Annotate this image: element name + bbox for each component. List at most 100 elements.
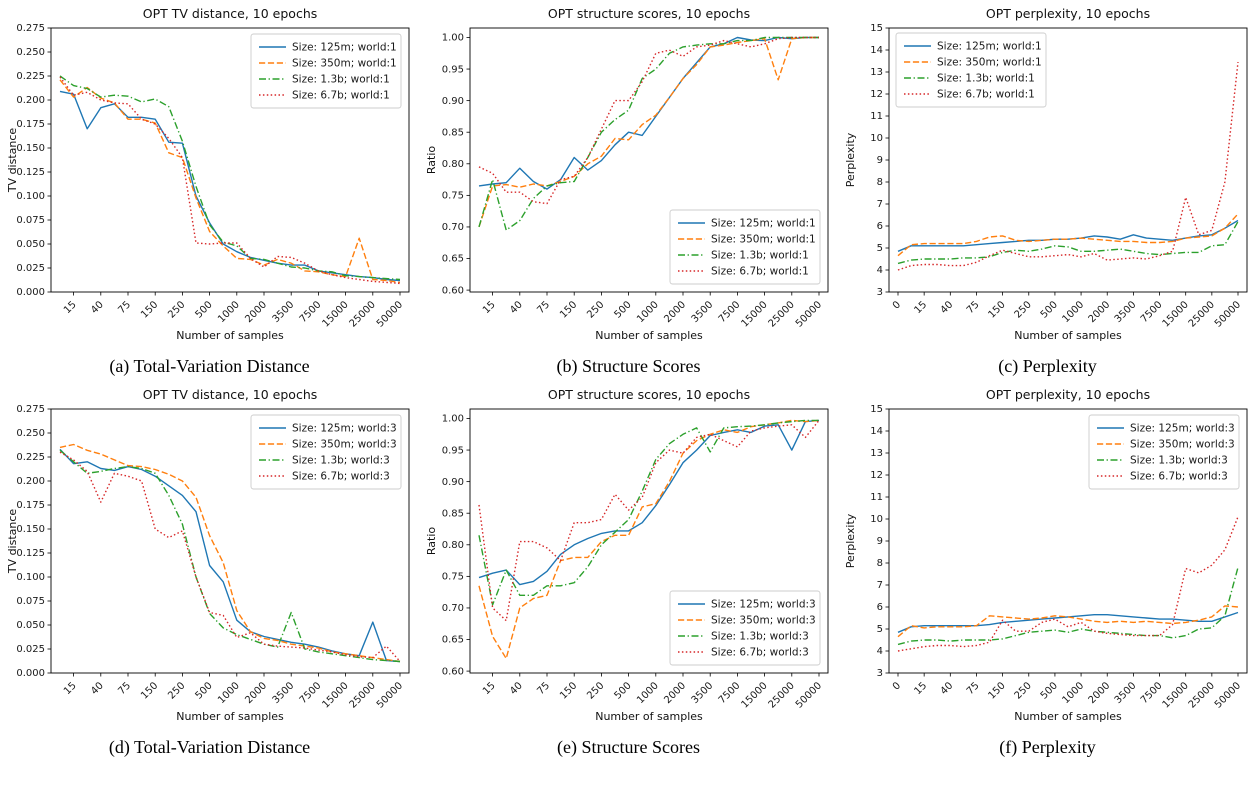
legend-entry-label: Size: 125m; world:1	[937, 41, 1042, 53]
y-tick-label: 14	[870, 426, 883, 437]
legend-entry-label: Size: 1.3b; world:1	[292, 74, 390, 86]
caption-d: (d) Total-Variation Distance	[108, 737, 311, 757]
y-axis-label: Perplexity	[844, 513, 857, 568]
y-tick-label: 0.60	[441, 285, 463, 296]
y-tick-label: 0.70	[441, 603, 463, 614]
series-line-dashed	[897, 605, 1238, 638]
x-tick-label: 15	[61, 680, 78, 697]
x-tick-label: 40	[89, 680, 106, 697]
x-tick-label: 500	[612, 299, 633, 320]
y-tick-label: 0.75	[441, 572, 463, 583]
y-tick-label: 7	[876, 199, 882, 210]
y-tick-label: 11	[870, 111, 883, 122]
x-tick-label: 75	[964, 680, 981, 697]
x-tick-label: 150	[558, 680, 579, 701]
series-line-solid	[478, 419, 819, 586]
legend-entry-label: Size: 350m; world:1	[292, 58, 397, 70]
series-line-dashed	[897, 213, 1239, 257]
y-tick-label: 0.95	[441, 64, 463, 75]
legend-entry-label: Size: 350m; world:1	[937, 57, 1042, 69]
y-tick-label: 10	[870, 133, 883, 144]
legend-entry-label: Size: 125m; world:1	[292, 42, 397, 54]
x-tick-label: 15000	[739, 299, 769, 329]
y-axis: 3 4 5 6 7 8 9 10 11 12 13 14 15	[870, 404, 889, 679]
x-tick-label: 150	[558, 299, 579, 320]
series-line-dashdot	[477, 36, 819, 231]
figure-b: 0.60 0.65 0.70 0.75 0.80 0.85 0.90 0.95 1.00 15 40…	[419, 4, 838, 385]
y-tick-label: 6	[876, 602, 882, 613]
x-tick-label: 1000	[216, 680, 242, 706]
plot-border	[888, 408, 1247, 674]
x-axis-label: Number of samples	[176, 710, 284, 723]
y-tick-label: 0.075	[16, 596, 45, 607]
x-tick-label: 50000	[793, 680, 823, 710]
y-tick-label: 7	[876, 580, 882, 591]
y-tick-label: 3	[876, 668, 882, 679]
y-tick-label: 5	[876, 243, 882, 254]
x-tick-label: 1000	[635, 680, 661, 706]
y-tick-label: 4	[876, 646, 882, 657]
y-tick-label: 0.65	[441, 635, 463, 646]
figure-a: 0.000 0.025 0.050 0.075 0.100 0.125 0.150 0.175…	[0, 4, 419, 385]
y-tick-label: 0.80	[441, 540, 463, 551]
x-tick-label: 50000	[374, 299, 404, 329]
chart-title: OPT structure scores, 10 epochs	[547, 6, 749, 21]
x-tick-label: 25000	[766, 680, 796, 710]
series-line-dotted	[59, 451, 401, 662]
x-tick-label: 75	[535, 299, 552, 316]
y-tick-label: 0.80	[441, 159, 463, 170]
y-tick-label: 0.200	[16, 476, 45, 487]
x-axis: 15 40 75 150 250 500 1000 2000 3500 7500150002500…	[480, 673, 824, 711]
chart-structure-scores-world1: 0.60 0.65 0.70 0.75 0.80 0.85 0.90 0.95 1.00 15 40…	[422, 4, 836, 352]
x-axis-label: Number of samples	[1014, 710, 1122, 723]
x-tick-label: 15	[912, 299, 929, 316]
y-tick-label: 13	[870, 67, 883, 78]
chart-title: OPT perplexity, 10 epochs	[985, 6, 1149, 21]
x-tick-label: 40	[508, 680, 525, 697]
x-tick-label: 250	[585, 299, 606, 320]
legend-entry-label: Size: 1.3b; world:3	[1130, 455, 1228, 467]
y-axis: 3 4 5 6 7 8 9 10 11 12 13 14 15	[870, 23, 889, 298]
legend: Size: 125m; world:3 Size: 350m; world:3 Si…	[250, 414, 401, 490]
series-line-dashed	[58, 79, 400, 284]
chart-title: OPT perplexity, 10 epochs	[985, 387, 1149, 402]
y-tick-label: 0.85	[441, 127, 463, 138]
y-tick-label: 0.85	[441, 508, 463, 519]
x-axis: 15 40 75 150 250 500 1000 2000 3500 7500150002500…	[61, 292, 405, 330]
y-tick-label: 0.075	[16, 215, 45, 226]
y-tick-label: 0.000	[16, 668, 45, 679]
chart-perplexity-world1: 3 4 5 6 7 8 9 10 11 12 13 14 15 0 15 40 75 150 250 500 1000 2…	[841, 4, 1255, 352]
x-tick-label: 500	[1038, 680, 1059, 701]
x-tick-label: 25000	[347, 299, 377, 329]
y-tick-label: 1.00	[441, 33, 463, 44]
x-axis: 0 15 40 75 150 250 500 1000 2000 3500 750015000250…	[890, 673, 1243, 711]
y-axis: 0.60 0.65 0.70 0.75 0.80 0.85 0.90 0.95 1.00	[441, 33, 470, 296]
y-tick-label: 12	[870, 89, 883, 100]
x-tick-label: 15	[480, 299, 497, 316]
y-tick-label: 0.150	[16, 524, 45, 535]
x-tick-label: 0	[890, 299, 902, 311]
x-tick-label: 150	[139, 680, 160, 701]
y-axis-label: TV distance	[6, 128, 19, 194]
y-tick-label: 8	[876, 558, 882, 569]
x-tick-label: 1000	[1060, 299, 1086, 325]
x-tick-label: 25000	[1186, 680, 1216, 710]
x-tick-label: 50000	[793, 299, 823, 329]
plot-border	[469, 408, 828, 674]
x-tick-label: 2000	[1086, 680, 1112, 706]
chart-canvas: 0.000 0.025 0.050 0.075 0.100 0.125 0.150 0.175…	[6, 6, 409, 342]
y-tick-label: 0.025	[16, 644, 45, 655]
y-tick-label: 0.90	[441, 477, 463, 488]
x-tick-label: 40	[938, 680, 955, 697]
y-tick-label: 6	[876, 221, 882, 232]
y-tick-label: 0.65	[441, 254, 463, 265]
x-tick-label: 40	[508, 299, 525, 316]
y-tick-label: 0.275	[16, 23, 45, 34]
series-line-dotted	[897, 62, 1239, 271]
x-axis-label: Number of samples	[595, 710, 703, 723]
x-axis-label: Number of samples	[176, 329, 284, 342]
y-tick-label: 0.100	[16, 191, 45, 202]
caption-f: (f) Perplexity	[999, 737, 1096, 757]
x-tick-label: 2000	[662, 299, 688, 325]
